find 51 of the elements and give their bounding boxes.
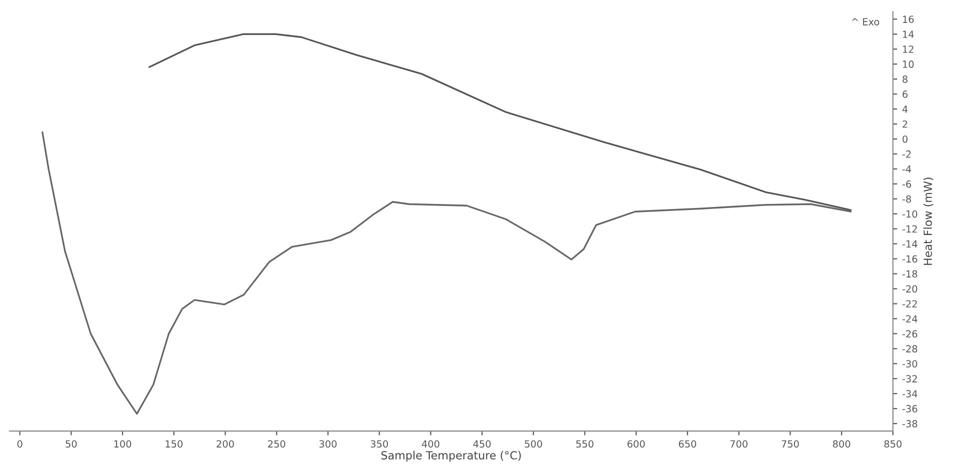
y-tick-label: 6	[902, 90, 908, 98]
y-tick-label: -24	[902, 315, 918, 322]
y-tick-label: -28	[902, 345, 918, 352]
y-tick-label: 4	[902, 106, 908, 113]
y-tick-label: -38	[902, 420, 918, 428]
y-axis-title: Heat Flow (mW)	[923, 178, 934, 265]
y-tick-label: -8	[902, 195, 911, 203]
annotation: ^ Exo	[852, 18, 880, 26]
y-tick-label: 10	[903, 60, 914, 68]
x-tick-label: 350	[370, 440, 388, 448]
y-tick-label: -32	[902, 375, 917, 382]
x-tick-label: 750	[782, 440, 799, 448]
y-tick-label: -36	[902, 405, 918, 412]
x-tick-label: 50	[66, 440, 77, 448]
y-tick-label: -10	[902, 210, 918, 218]
x-axis-title: Sample Temperature (°C)	[381, 450, 521, 462]
y-tick-label: -22	[902, 300, 917, 308]
y-tick-label: -4	[902, 166, 912, 173]
x-tick-label: 850	[884, 440, 902, 448]
line-series	[42, 131, 852, 415]
x-tick-label: 200	[216, 440, 234, 448]
y-tick-label: 0	[902, 135, 908, 143]
y-tick-label: -34	[902, 390, 918, 398]
x-tick-label: 800	[832, 440, 850, 448]
y-tick-label: -12	[902, 225, 917, 233]
y-tick-label: 8	[902, 76, 908, 83]
y-tick-label: 12	[903, 46, 914, 53]
y-tick-label: -18	[902, 270, 918, 278]
x-tick-label: 400	[422, 440, 440, 448]
x-tick-label: 650	[678, 440, 696, 448]
y-tick-label: -6	[902, 180, 912, 188]
y-tick-label: 16	[903, 16, 914, 23]
x-tick-label: 0	[17, 440, 22, 448]
x-tick-label: 450	[473, 440, 491, 448]
y-tick-label: -26	[902, 330, 918, 338]
y-tick-label: -14	[902, 240, 918, 248]
x-tick-label: 100	[114, 440, 132, 448]
line-series	[148, 33, 852, 211]
x-tick-label: 500	[524, 440, 542, 448]
x-tick-label: 600	[628, 440, 645, 448]
y-tick-label: 14	[903, 30, 914, 38]
x-tick-label: 550	[576, 440, 594, 448]
y-tick-label: -16	[902, 255, 918, 263]
x-tick-label: 300	[319, 440, 337, 448]
y-tick-label: -20	[902, 285, 918, 293]
x-tick-label: 150	[166, 440, 183, 448]
y-tick-label: 2	[902, 120, 908, 128]
y-tick-label: -30	[902, 360, 918, 368]
x-tick-label: 250	[268, 440, 286, 448]
y-tick-label: -2	[902, 150, 911, 158]
x-tick-label: 700	[730, 440, 748, 448]
